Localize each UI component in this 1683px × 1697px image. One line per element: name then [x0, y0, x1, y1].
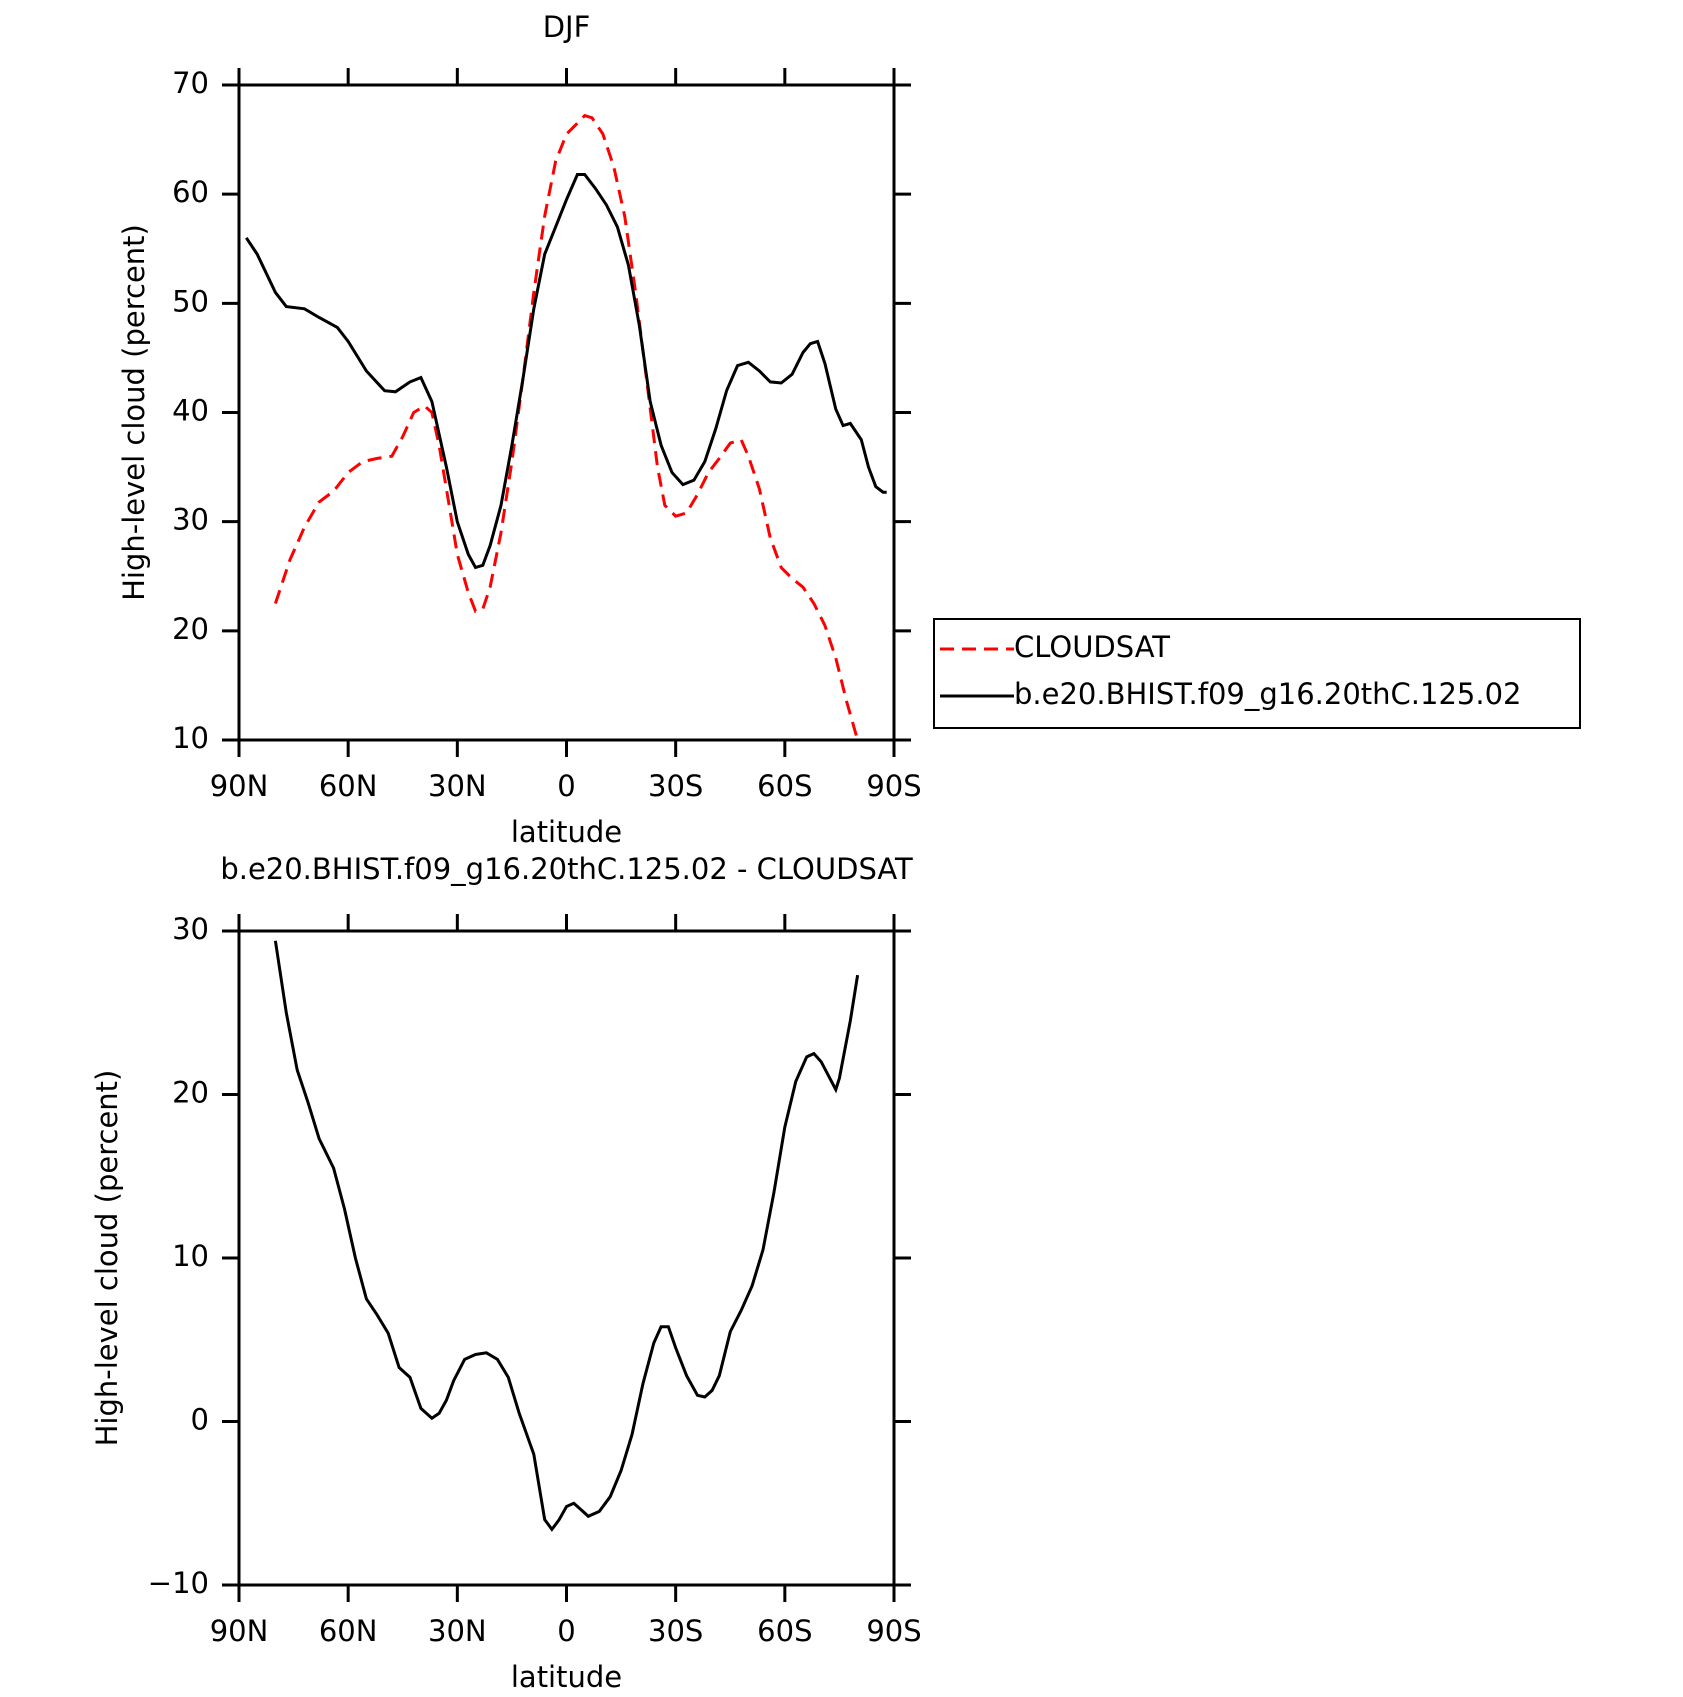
y-tick-label: −10 [148, 1566, 209, 1600]
legend-label: CLOUDSAT [1014, 630, 1170, 664]
x-tick-label: 90N [210, 769, 269, 803]
data-line [245, 173, 887, 570]
y-axis-label: High-level cloud (percent) [90, 1070, 124, 1447]
data-line [273, 940, 860, 1532]
y-tick-label: 60 [172, 175, 209, 209]
chart-title: b.e20.BHIST.f09_g16.20thC.125.02 - CLOUD… [220, 852, 913, 886]
x-tick-label: 30S [648, 769, 703, 803]
y-tick-label: 50 [172, 284, 209, 318]
x-tick-label: 60S [757, 1614, 812, 1648]
data-line [273, 113, 860, 740]
x-tick-label: 30N [428, 1614, 487, 1648]
x-tick-label: 60S [757, 769, 812, 803]
y-tick-label: 10 [172, 1239, 209, 1273]
chart-title: DJF [543, 10, 591, 44]
y-tick-label: 30 [172, 912, 209, 946]
legend-label: b.e20.BHIST.f09_g16.20thC.125.02 [1014, 677, 1521, 711]
y-tick-label: 40 [172, 394, 209, 428]
y-tick-label: 70 [172, 66, 209, 100]
x-tick-label: 90S [866, 1614, 921, 1648]
legend-box [933, 618, 1581, 729]
y-tick-label: 20 [172, 612, 209, 646]
x-tick-label: 0 [557, 769, 575, 803]
y-axis-label: High-level cloud (percent) [117, 224, 151, 601]
y-tick-label: 10 [172, 721, 209, 755]
y-tick-label: 30 [172, 503, 209, 537]
x-tick-label: 60N [319, 1614, 378, 1648]
x-axis-label: latitude [511, 1660, 622, 1694]
x-tick-label: 60N [319, 769, 378, 803]
y-tick-label: 20 [172, 1076, 209, 1110]
x-axis-label: latitude [511, 815, 622, 849]
x-tick-label: 0 [557, 1614, 575, 1648]
x-tick-label: 30S [648, 1614, 703, 1648]
x-tick-label: 90S [866, 769, 921, 803]
x-tick-label: 30N [428, 769, 487, 803]
plot-frame [237, 83, 896, 742]
x-tick-label: 90N [210, 1614, 269, 1648]
y-tick-label: 0 [191, 1403, 209, 1437]
plot-frame [237, 929, 896, 1587]
